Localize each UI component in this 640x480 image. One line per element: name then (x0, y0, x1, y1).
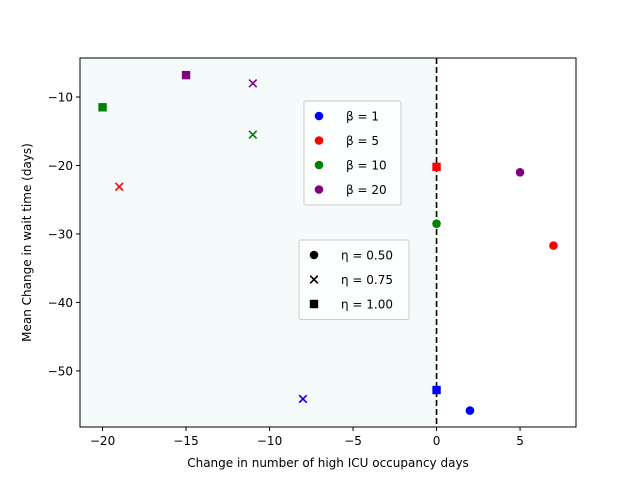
legend-label: η = 0.50 (341, 249, 393, 263)
legend-label: η = 1.00 (341, 298, 393, 312)
data-point-beta20-eta075 (248, 78, 258, 88)
legend-label: η = 0.75 (341, 273, 393, 287)
data-point-beta1-eta050 (465, 406, 475, 415)
legend-box (298, 239, 410, 320)
y-tick-label: −10 (48, 91, 73, 105)
y-axis-label: Mean Change in wait time (days) (20, 143, 34, 342)
legend-marker (314, 185, 324, 194)
legend-label: β = 20 (346, 183, 387, 197)
legend-beta: β = 1 β = 5 β = 10 β = 20 (303, 100, 402, 206)
data-point-beta5-eta075 (114, 182, 124, 192)
legend-label: β = 1 (346, 110, 379, 124)
legend-label: β = 10 (346, 159, 387, 173)
y-tick-label: −20 (48, 159, 73, 173)
x-tick-label: 0 (433, 434, 441, 448)
data-point-beta20-eta050 (515, 168, 525, 177)
legend-marker (309, 299, 319, 309)
legend-marker (314, 136, 324, 145)
x-tick-label: −5 (344, 434, 362, 448)
data-point-beta5-eta050 (549, 241, 558, 250)
data-point-beta10-eta075 (248, 130, 258, 140)
legend-label: β = 5 (346, 134, 379, 148)
x-tick-label: −15 (173, 434, 198, 448)
data-point-beta1-eta075 (298, 394, 308, 404)
legend-marker (314, 160, 324, 170)
plot-frame (79, 57, 577, 428)
x-tick-label: 5 (516, 434, 524, 448)
x-tick-label: −10 (257, 434, 282, 448)
data-point-beta1-eta100 (432, 385, 441, 395)
data-point-beta5-eta100 (432, 162, 441, 172)
legend-eta: η = 0.50 η = 0.75 η = 1.00 (298, 239, 410, 320)
legend-marker (309, 275, 319, 284)
y-tick-label: −30 (48, 227, 73, 241)
legend-box (303, 100, 402, 206)
data-point-beta20-eta100 (181, 70, 191, 80)
x-axis-label: Change in number of high ICU occupancy d… (187, 456, 469, 470)
y-tick-label: −50 (48, 364, 73, 378)
data-point-beta10-eta050 (432, 219, 441, 228)
x-tick-label: −20 (90, 434, 115, 448)
data-point-beta10-eta100 (98, 103, 107, 112)
legend-marker (314, 111, 324, 121)
y-tick-label: −40 (48, 296, 73, 310)
legend-marker (309, 250, 319, 260)
